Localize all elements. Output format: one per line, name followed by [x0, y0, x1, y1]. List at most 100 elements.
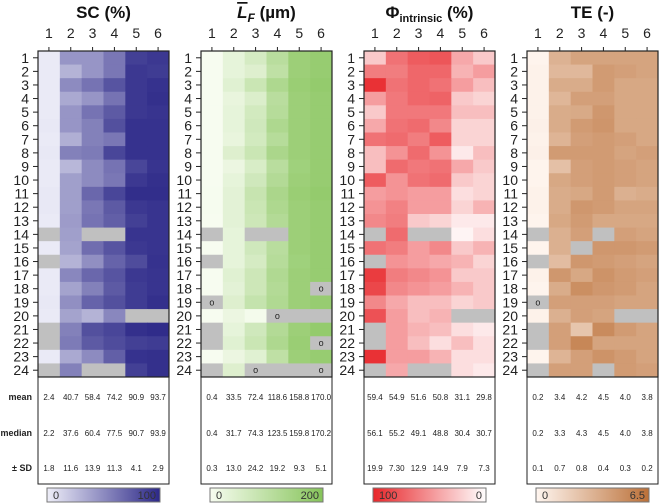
heatmap-cell	[147, 173, 170, 188]
heatmap-cell	[385, 146, 409, 161]
column-label: 6	[317, 25, 325, 41]
stat-label-0: mean	[8, 392, 32, 402]
heatmap-cell	[407, 146, 430, 161]
heatmap-cell	[364, 281, 387, 296]
stat-median-value: 4.0	[620, 429, 632, 438]
heatmap-cell	[527, 159, 550, 174]
heatmap-cell	[288, 336, 311, 351]
heatmap-cell-missing	[527, 254, 550, 269]
heatmap-cell	[81, 118, 104, 133]
heatmap-cell	[636, 91, 659, 106]
row-label: 22	[339, 335, 355, 351]
heatmap-cell	[527, 214, 550, 229]
row-label: 19	[176, 294, 192, 310]
heatmap-cell	[288, 118, 311, 133]
row-label: 10	[339, 172, 355, 188]
heatmap-cell	[59, 64, 83, 79]
heatmap-cell	[244, 322, 267, 337]
heatmap-cell	[59, 268, 83, 283]
heatmap-cell	[59, 159, 83, 174]
heatmap-cell	[636, 173, 659, 188]
heatmap-cell	[266, 64, 289, 79]
heatmap-cell	[473, 51, 496, 66]
row-label: 3	[347, 77, 355, 93]
heatmap-cell	[59, 78, 83, 93]
row-label: 7	[347, 131, 355, 147]
stat-sd-value: 13.0	[226, 464, 242, 473]
heatmap-cell	[592, 322, 615, 337]
heatmap-cell	[103, 118, 126, 133]
row-label: 17	[13, 267, 29, 283]
heatmap-cell	[451, 132, 474, 147]
heatmap-cell-missing	[125, 309, 148, 324]
heatmap-cell	[38, 214, 61, 229]
heatmap-cell	[244, 200, 267, 215]
stat-median-value: 159.8	[289, 429, 310, 438]
row-label: 6	[347, 118, 355, 134]
heatmap-cell	[103, 78, 126, 93]
heatmap-cell	[548, 159, 572, 174]
heatmap-cell	[407, 105, 430, 120]
heatmap-cell	[548, 349, 572, 364]
heatmap-cell	[125, 295, 148, 310]
heatmap-cell	[570, 132, 593, 147]
row-label: 18	[13, 281, 29, 297]
heatmap-cell	[385, 105, 409, 120]
heatmap-cell	[407, 132, 430, 147]
heatmap-cell	[451, 91, 474, 106]
heatmap-cell-missing	[244, 363, 267, 378]
stat-sd-value: 11.6	[63, 464, 79, 473]
column-label: 1	[534, 25, 542, 41]
heatmap-cell	[385, 295, 409, 310]
stat-mean-value: 72.4	[248, 393, 264, 402]
heatmap-cell	[570, 173, 593, 188]
row-label: 18	[176, 281, 192, 297]
heatmap-cell	[429, 91, 452, 106]
heatmap-cell	[473, 295, 496, 310]
heatmap-cell	[103, 186, 126, 201]
stat-sd-value: 7.30	[389, 464, 405, 473]
panel-title: LF (µm)	[237, 3, 296, 25]
heatmap-cell	[288, 227, 311, 242]
column-label: 2	[556, 25, 564, 41]
row-label: 16	[13, 254, 29, 270]
heatmap-cell	[429, 173, 452, 188]
heatmap-cell	[527, 173, 550, 188]
heatmap-cell	[364, 349, 387, 364]
heatmap-cell	[147, 200, 170, 215]
row-label: 1	[21, 50, 29, 66]
row-label: 6	[510, 118, 518, 134]
heatmap-cell	[222, 363, 246, 378]
heatmap-cell	[222, 159, 246, 174]
heatmap-cell	[592, 132, 615, 147]
heatmap-cell	[147, 146, 170, 161]
heatmap-cell	[38, 295, 61, 310]
color-scale-legend	[372, 487, 487, 503]
heatmap-cell-missing	[570, 241, 593, 256]
heatmap-cell	[244, 254, 267, 269]
panel-2: Φintrinsic (%)1 2 3 4 5 612345678910111213141…	[339, 3, 496, 503]
stat-mean-value: 59.4	[367, 393, 383, 402]
heatmap-cell	[473, 322, 496, 337]
row-label: 7	[21, 131, 29, 147]
heatmap-cell	[385, 214, 409, 229]
heatmap-cell	[266, 268, 289, 283]
stat-median-value: 3.3	[554, 429, 566, 438]
heatmap-cell-missing	[38, 254, 61, 269]
heatmap-cell	[59, 200, 83, 215]
heatmap-cell	[592, 105, 615, 120]
heatmap-cell	[636, 268, 659, 283]
row-label: 14	[13, 226, 29, 242]
heatmap-cell	[364, 51, 387, 66]
heatmap-cell	[244, 336, 267, 351]
row-label: 17	[339, 267, 355, 283]
heatmap-cell	[266, 91, 289, 106]
heatmap-cell	[288, 241, 311, 256]
heatmap-cell	[548, 336, 572, 351]
stat-mean-value: 3.4	[554, 393, 566, 402]
heatmap-cell	[570, 146, 593, 161]
color-scale-legend	[209, 487, 324, 503]
heatmap-cell	[451, 146, 474, 161]
heatmap-cell	[527, 132, 550, 147]
heatmap-cell	[266, 200, 289, 215]
